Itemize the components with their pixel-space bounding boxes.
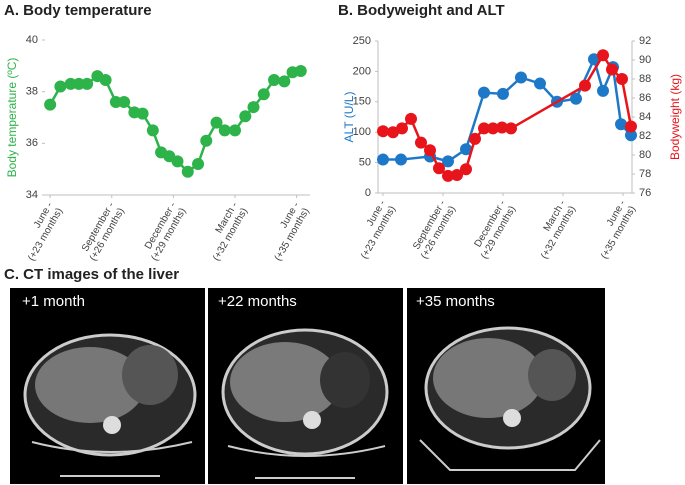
data-point <box>239 110 252 123</box>
y-axis-label: Body temperature (ºC) <box>5 58 19 178</box>
data-point <box>192 158 205 170</box>
data-point <box>218 124 231 137</box>
data-point <box>396 122 408 135</box>
data-point <box>497 87 509 100</box>
data-point <box>460 163 472 176</box>
data-point <box>478 86 490 99</box>
y-tick-label: 34 <box>26 189 38 201</box>
data-point <box>588 53 600 66</box>
y2-tick-label: 78 <box>639 168 651 180</box>
ct-panel <box>407 288 605 484</box>
data-point <box>229 124 242 137</box>
x-tick-label: June -(+35 months) <box>262 200 311 263</box>
data-point <box>395 153 407 166</box>
ct-label: +1 month <box>22 293 85 310</box>
data-point <box>294 65 307 77</box>
y2-tick-label: 86 <box>639 92 651 104</box>
y-tick-label: 50 <box>359 157 371 169</box>
data-point <box>442 155 454 168</box>
data-point <box>625 120 637 133</box>
data-point <box>505 122 517 135</box>
data-point <box>109 96 122 108</box>
x-tick-label: September -(+26 months) <box>409 198 458 261</box>
data-point <box>257 88 270 101</box>
data-point <box>99 74 112 87</box>
data-point <box>81 77 94 90</box>
x-tick-label: March -(+32 months) <box>201 200 250 263</box>
y-axis-label: ALT (U/L) <box>342 92 356 143</box>
chart-title: B. Bodyweight and ALT <box>338 2 505 19</box>
y-tick-label: 150 <box>353 96 371 108</box>
data-point <box>460 143 472 156</box>
data-point <box>616 73 628 85</box>
y2-tick-label: 76 <box>639 187 651 199</box>
data-point <box>424 144 436 157</box>
data-point <box>72 77 85 90</box>
y2-tick-label: 80 <box>639 149 651 161</box>
y2-axis-label: Bodyweight (kg) <box>668 74 682 160</box>
data-point <box>136 107 149 120</box>
panel-title: C. CT images of the liver <box>4 266 179 283</box>
data-point <box>64 77 77 90</box>
data-point <box>44 98 57 111</box>
data-point <box>534 77 546 90</box>
y-tick-label: 250 <box>353 35 371 47</box>
y-tick-label: 200 <box>353 65 371 77</box>
data-point <box>515 71 527 84</box>
y2-tick-label: 92 <box>639 35 651 47</box>
data-point <box>570 92 582 105</box>
y-tick-label: 38 <box>26 86 38 98</box>
data-point <box>615 118 627 131</box>
data-point <box>579 79 591 92</box>
x-tick-label: September -(+26 months) <box>78 200 127 263</box>
x-tick-label: March -(+32 months) <box>529 198 578 261</box>
x-tick-label: June -(+35 months) <box>589 198 638 261</box>
data-point <box>469 132 481 145</box>
ct-panel <box>10 288 205 484</box>
data-point <box>487 122 499 135</box>
x-tick-label: June -(+23 months) <box>349 198 398 261</box>
data-point <box>478 122 490 135</box>
data-point <box>268 74 281 87</box>
ct-panel <box>208 288 403 484</box>
data-point <box>405 112 417 125</box>
y2-tick-label: 84 <box>639 111 651 123</box>
y-tick-label: 36 <box>26 137 38 149</box>
data-point <box>278 75 291 88</box>
series-line <box>383 55 632 163</box>
data-point <box>181 165 194 178</box>
data-point <box>146 124 159 137</box>
data-point <box>118 96 131 108</box>
data-point <box>433 162 445 175</box>
data-point <box>597 49 609 62</box>
data-point <box>625 129 637 142</box>
y-tick-label: 40 <box>26 34 38 46</box>
data-point <box>377 125 389 138</box>
data-point <box>597 84 609 97</box>
ct-label: +22 months <box>218 293 297 310</box>
data-point <box>451 168 463 181</box>
x-tick-label: December -(+29 months) <box>469 198 518 261</box>
data-point <box>387 126 399 139</box>
y-tick-label: 100 <box>353 126 371 138</box>
data-point <box>171 155 184 168</box>
data-point <box>606 63 618 76</box>
data-point <box>247 101 260 114</box>
chart-title: A. Body temperature <box>4 2 152 19</box>
x-tick-label: December -(+29 months) <box>139 200 188 263</box>
data-point <box>200 134 213 147</box>
ct-label: +35 months <box>416 293 495 310</box>
data-point <box>496 121 508 134</box>
data-point <box>210 116 223 129</box>
data-point <box>442 169 454 182</box>
x-tick-label: June -(+23 months) <box>16 200 65 263</box>
data-point <box>54 80 67 93</box>
data-point <box>415 136 427 149</box>
y2-tick-label: 88 <box>639 73 651 85</box>
y-tick-label: 0 <box>365 187 371 199</box>
y2-tick-label: 90 <box>639 54 651 66</box>
data-point <box>377 153 389 166</box>
y2-tick-label: 82 <box>639 130 651 142</box>
